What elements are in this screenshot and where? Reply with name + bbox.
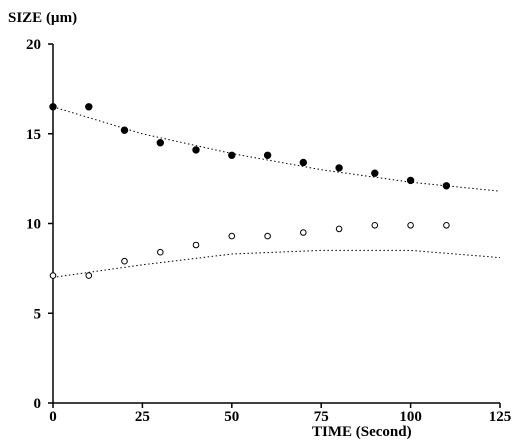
y-tick-label: 15 [26, 127, 41, 143]
data-point-series-2 [192, 241, 200, 249]
data-point-series-1 [442, 182, 451, 190]
data-point-series-1 [371, 169, 379, 177]
fit-curve-2 [52, 249, 501, 278]
data-point-series-1 [228, 151, 236, 160]
data-point-series-2 [264, 232, 271, 240]
y-axis-title: SIZE (µm) [8, 10, 77, 26]
data-point-series-2 [335, 225, 343, 233]
data-point-series-1 [85, 103, 93, 111]
data-point-series-2 [228, 232, 236, 240]
x-tick-label: 50 [224, 409, 239, 425]
data-point-series-2 [371, 222, 379, 229]
data-point-series-1 [299, 158, 307, 167]
data-point-series-2 [157, 248, 164, 256]
x-tick-label: 100 [399, 409, 422, 425]
data-point-series-1 [406, 176, 415, 185]
data-point-series-1 [335, 164, 343, 172]
data-point-series-1 [49, 103, 57, 111]
x-tick-label: 0 [49, 409, 57, 425]
x-tick-label: 125 [489, 409, 512, 425]
x-tick-label: 25 [135, 409, 150, 425]
data-point-series-2 [49, 272, 57, 279]
x-axis-title: TIME (Second) [312, 424, 412, 440]
data-point-series-1 [156, 139, 165, 147]
fit-curve-1 [52, 106, 501, 192]
y-tick-label: 5 [34, 306, 42, 322]
data-point-series-2 [85, 272, 93, 279]
data-point-series-2 [121, 257, 128, 265]
data-point-series-1 [192, 146, 200, 154]
x-tick-label: 75 [314, 409, 329, 425]
data-point-series-2 [407, 222, 414, 229]
data-point-series-2 [443, 222, 450, 229]
y-tick-label: 20 [26, 37, 41, 53]
data-point-series-1 [120, 126, 129, 134]
data-point-series-1 [263, 151, 272, 160]
data-point-series-2 [300, 229, 307, 236]
y-tick-label: 0 [34, 396, 42, 412]
y-tick-label: 10 [26, 217, 41, 233]
